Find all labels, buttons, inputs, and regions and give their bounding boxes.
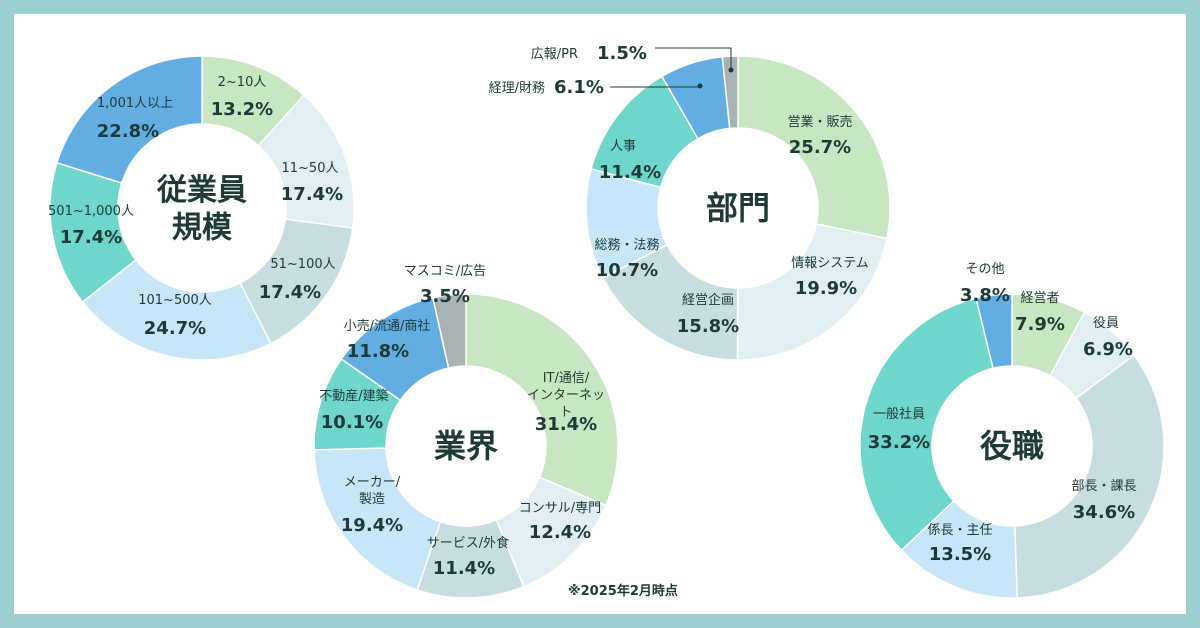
slice-label: 2~10人	[218, 75, 267, 90]
donut-slice	[721, 55, 739, 130]
leader-dot	[697, 83, 703, 89]
slice-label: 人事	[610, 139, 636, 154]
slice-label: 製造	[359, 492, 385, 507]
slice-value: 11.4%	[599, 162, 661, 183]
slice-label: 101~500人	[138, 293, 212, 308]
slice-value: 22.8%	[97, 121, 159, 142]
slice-label: インターネッ	[527, 388, 605, 403]
slice-label: 係長・主任	[927, 523, 992, 538]
slice-value: 24.7%	[144, 318, 206, 339]
donut-chart-4: 役職 経営者 7.9% 役員 6.9% 部長・課長 34.6% 係長・主任 13.5% 一般社員 3…	[859, 262, 1165, 599]
donut-chart-2: 部門 営業・販売 25.7% 情報システム 19.9% 経営企画 15.8% 総務・法務 10.…	[489, 43, 891, 361]
slice-label: 経営者	[1020, 291, 1059, 306]
slice-value: 19.9%	[795, 278, 857, 299]
donut-slice	[601, 243, 739, 361]
slice-label: 11~50人	[282, 161, 339, 176]
chart-title: 役職	[980, 427, 1044, 465]
footnote: ※2025年2月時点	[568, 584, 678, 599]
slice-label: 51~100人	[270, 257, 335, 272]
slice-value: 7.9%	[1015, 314, 1065, 335]
slice-value: 12.4%	[529, 522, 591, 543]
chart-title: 部門	[706, 189, 770, 227]
slice-value: 1.5%	[597, 43, 647, 64]
slice-label: 総務・法務	[594, 238, 659, 253]
slice-value: 11.8%	[347, 341, 409, 362]
slice-label: 広報/PR	[531, 47, 578, 62]
slice-value: 3.5%	[420, 286, 470, 307]
slice-label: メーカー/	[344, 475, 401, 490]
slice-label: 営業・販売	[787, 114, 852, 130]
slice-label: ト	[559, 405, 572, 420]
donut-slice	[1013, 354, 1165, 599]
donut-slice	[81, 258, 272, 361]
slice-value: 6.1%	[554, 77, 604, 98]
chart-title: 規模	[172, 210, 232, 245]
donut-slice	[737, 55, 891, 240]
leader-line	[655, 47, 732, 70]
leader-lines	[610, 47, 734, 89]
donut-slice	[313, 447, 442, 591]
slice-label: その他	[965, 262, 1004, 277]
donut-slice	[55, 55, 203, 184]
slice-label: 一般社員	[873, 406, 925, 422]
donut-slice	[736, 223, 888, 361]
slice-value: 25.7%	[789, 137, 851, 158]
chart-title: 業界	[434, 427, 498, 465]
donut-slice	[431, 293, 467, 369]
donut-slice	[975, 293, 1013, 370]
slice-label: 小売/流通/商社	[344, 318, 431, 334]
slice-label: 経理/財務	[489, 81, 545, 96]
slice-value: 6.9%	[1083, 339, 1133, 360]
slice-value: 13.5%	[929, 544, 991, 565]
slice-label: 不動産/建築	[319, 388, 388, 404]
slice-value: 17.4%	[259, 282, 321, 303]
slice-value: 19.4%	[341, 515, 403, 536]
donut-slice	[859, 297, 994, 552]
slice-label: 501~1,000人	[48, 204, 134, 219]
slice-value: 3.8%	[960, 285, 1010, 306]
slice-label: 情報システム	[791, 256, 869, 271]
slice-value: 11.4%	[433, 558, 495, 579]
slice-value: 17.4%	[281, 184, 343, 205]
slice-label: 経営企画	[682, 292, 734, 308]
slice-value: 10.7%	[596, 260, 658, 281]
slice-label: 役員	[1093, 316, 1119, 331]
slice-value: 17.4%	[60, 227, 122, 248]
slice-value: 15.8%	[677, 316, 739, 337]
slice-label: サービス/外食	[427, 535, 509, 551]
donut-slice	[465, 293, 619, 507]
slice-label: 1,001人以上	[97, 96, 173, 111]
slice-value: 31.4%	[535, 414, 597, 435]
slice-label: コンサル/専門	[519, 501, 601, 516]
slice-value: 13.2%	[211, 99, 273, 120]
slice-value: 10.1%	[321, 412, 383, 433]
slice-value: 34.6%	[1073, 502, 1135, 523]
slice-label: IT/通信/	[543, 371, 590, 386]
slice-value: 33.2%	[868, 432, 930, 453]
chart-title: 従業員	[156, 173, 247, 208]
leader-dot	[728, 67, 734, 73]
slice-label: マスコミ/広告	[404, 264, 486, 279]
slice-label: 部長・課長	[1071, 478, 1136, 494]
